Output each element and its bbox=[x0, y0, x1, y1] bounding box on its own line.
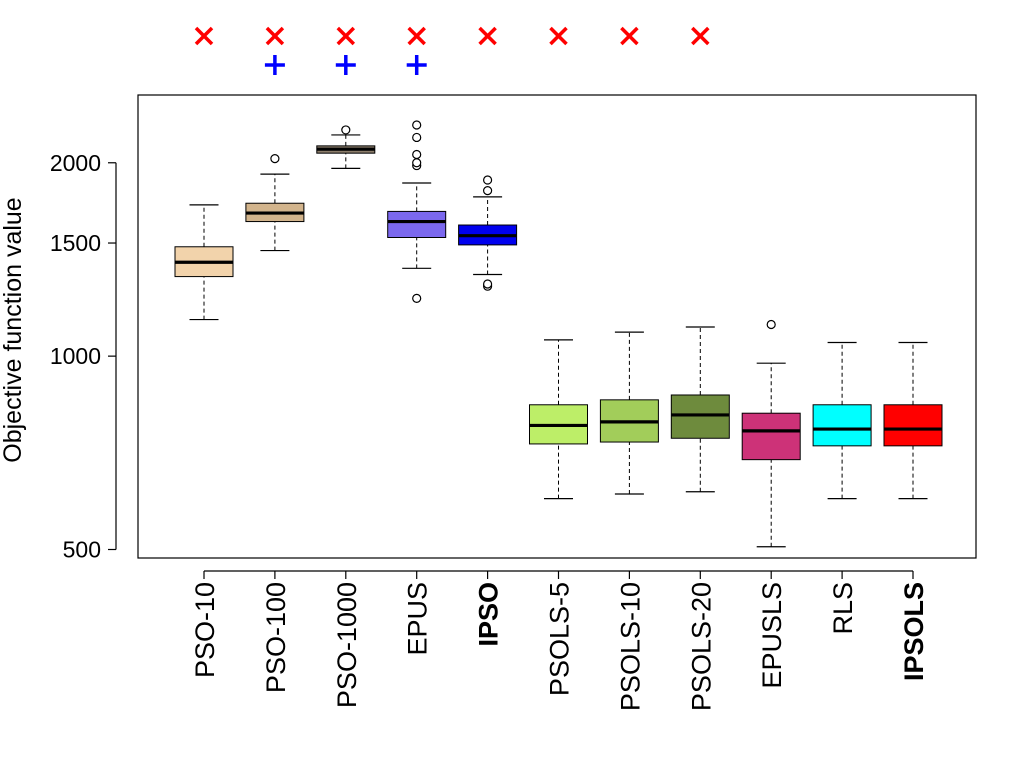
y-tick-label: 1000 bbox=[50, 343, 101, 369]
cross-stroke bbox=[478, 26, 497, 46]
significance-markers bbox=[194, 26, 710, 75]
cross-marker bbox=[265, 26, 285, 46]
y-tick-label: 500 bbox=[63, 537, 101, 563]
x-tick-label: IPSOLS bbox=[899, 582, 929, 681]
box-body bbox=[883, 404, 943, 447]
cross-stroke bbox=[549, 26, 568, 46]
outlier-point bbox=[412, 293, 422, 303]
cross-marker bbox=[336, 26, 356, 46]
cross-marker bbox=[194, 26, 214, 46]
outlier-point bbox=[412, 120, 422, 130]
box-body bbox=[741, 412, 801, 461]
outlier-point bbox=[412, 158, 422, 168]
x-tick-label: PSO-100 bbox=[261, 582, 291, 693]
x-tick-label: PSOLS-10 bbox=[615, 582, 645, 711]
x-tick-label: PSOLS-5 bbox=[545, 582, 575, 696]
cross-marker bbox=[478, 26, 497, 46]
box-pso-1000 bbox=[316, 125, 376, 170]
outlier-point bbox=[483, 175, 493, 185]
x-tick-label: RLS bbox=[828, 582, 858, 635]
x-tick-label: EPUSLS bbox=[757, 582, 787, 689]
x-tick-label: IPSO bbox=[474, 582, 504, 647]
outlier-point bbox=[341, 125, 351, 135]
outlier-point bbox=[483, 279, 493, 289]
box-ipsols bbox=[883, 341, 943, 500]
cross-stroke bbox=[691, 26, 710, 46]
plus-marker bbox=[406, 55, 427, 75]
box-pso-100 bbox=[245, 154, 305, 252]
box-psols-20 bbox=[670, 326, 730, 493]
box-body bbox=[812, 404, 872, 447]
cross-stroke bbox=[265, 26, 285, 46]
y-axis: 500 1000 1500 2000 bbox=[50, 150, 117, 563]
outlier-point bbox=[270, 154, 280, 164]
cross-stroke bbox=[194, 26, 214, 46]
box-ipso bbox=[458, 175, 518, 291]
box-body bbox=[387, 210, 447, 239]
plus-marker bbox=[264, 55, 285, 75]
box-psols-5 bbox=[529, 339, 588, 500]
x-tick-label: PSO-1000 bbox=[332, 582, 362, 708]
y-tick-label: 1500 bbox=[50, 230, 101, 256]
box-epus bbox=[387, 120, 447, 303]
y-tick-label: 2000 bbox=[50, 150, 101, 176]
cross-stroke bbox=[336, 26, 356, 46]
y-axis-title: Objective function value bbox=[0, 197, 27, 462]
boxes bbox=[174, 120, 943, 548]
cross-stroke bbox=[407, 26, 426, 46]
cross-marker bbox=[691, 26, 710, 46]
outlier-point bbox=[412, 132, 422, 143]
cross-marker bbox=[549, 26, 568, 46]
outlier-point bbox=[483, 186, 493, 196]
cross-marker bbox=[407, 26, 426, 46]
x-tick-label: EPUS bbox=[403, 582, 433, 656]
x-tick-label: PSO-10 bbox=[190, 582, 220, 678]
box-body bbox=[670, 394, 730, 439]
box-rls bbox=[812, 341, 872, 500]
plus-marker bbox=[335, 55, 356, 75]
box-pso-10 bbox=[174, 204, 234, 321]
x-axis: PSO-10 PSO-100 PSO-1000 EPUS IPSO PSOLS-5 PSOL… bbox=[190, 570, 929, 711]
outlier-point bbox=[766, 319, 776, 330]
x-tick-label: PSOLS-20 bbox=[686, 582, 716, 711]
cross-stroke bbox=[620, 26, 639, 46]
box-epusls bbox=[741, 319, 801, 548]
outlier-point bbox=[412, 149, 422, 160]
box-psols-10 bbox=[599, 331, 659, 495]
cross-marker bbox=[620, 26, 639, 46]
plot-frame bbox=[137, 94, 977, 559]
